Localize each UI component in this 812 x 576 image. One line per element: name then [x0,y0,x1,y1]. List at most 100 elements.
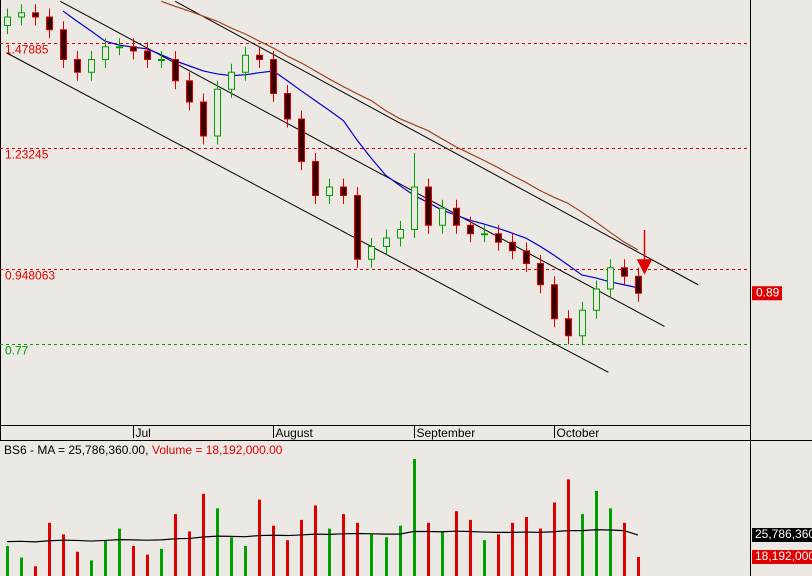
x-tick-label: October [557,426,600,440]
x-tick-label: Jul [136,426,151,440]
volume-bar [370,534,373,576]
volume-bar [104,540,107,576]
candle-body [411,186,418,230]
volume-bar [244,545,247,576]
x-tick-label: September [417,426,476,440]
last-price-box [752,286,782,301]
volume-bar [455,511,458,576]
candle-body [551,284,558,320]
volume-bar [525,517,528,576]
volume-bar [258,499,261,576]
candle-body [523,250,530,264]
volume-ma-legend: BS6 - MA = 25,786,360.00, [4,443,148,457]
candle-body [467,224,474,235]
volume-bar [553,502,556,576]
moving-average [62,10,638,289]
volume-bar [62,534,65,576]
volume-bar [174,514,177,576]
candle-body [509,241,516,252]
volume-bar [118,528,121,576]
trendline [6,52,609,373]
candle-body [439,207,446,226]
moving-average [161,0,639,251]
volume-bar [146,554,149,576]
volume-bar [427,522,430,576]
volume-bar [581,514,584,576]
volume-bar [399,525,402,576]
volume-bar [216,508,219,576]
candle-body [228,71,235,90]
volume-bar [385,537,388,576]
candle-body [270,59,277,94]
level-label: 1.23245 [5,148,49,162]
candle-body [116,46,123,49]
volume-bar [34,566,37,576]
candle-body [397,229,404,239]
candle-body [621,267,628,277]
volume-bar [230,537,233,576]
volume-bar [609,508,612,576]
volume-bar [595,490,598,576]
volume-bar [76,551,79,576]
volume-bar [413,459,416,576]
level-label: 0.948063 [5,269,55,283]
volume-bar [286,540,289,576]
volume-bar [328,528,331,576]
volume-bar [6,545,9,576]
candle-body [284,93,291,120]
volume-bar [483,540,486,576]
volume-bar [469,519,472,576]
volume-bar [511,522,514,576]
trendline [174,0,699,286]
volume-axis-box [752,527,812,542]
candle-body [579,309,586,337]
volume-bar [188,531,191,576]
candle-body [144,50,151,60]
volume-axis-box [752,549,812,564]
volume-bar [539,528,542,576]
candle-body [298,118,305,162]
candle-body [537,263,544,286]
volume-bar [48,522,51,576]
candle-body [172,59,179,82]
candle-body [18,12,25,18]
candle-body [312,161,319,196]
volume-bar [202,493,205,576]
candle-body [214,88,221,137]
x-tick-label: August [276,426,314,440]
candle-body [495,233,502,243]
volume-bar [20,557,23,576]
candle-body [74,59,81,73]
candle-body [453,207,460,226]
price-pane: 1.47885 1.23245 0.948063 0.77 [0,0,750,373]
volume-bar [314,505,317,576]
candle-body [102,46,109,60]
candle-body [200,101,207,137]
last-price-label: 0.89 [756,285,780,299]
volume-bar [300,519,303,576]
volume-legend: Volume = 18,192,000.00 [152,443,283,457]
candle-body [32,12,39,18]
candle-body [46,16,53,31]
volume-bar [567,479,570,576]
candle-body [340,186,347,196]
volume-bar [90,560,93,576]
candle-body [481,233,488,236]
candle-body [4,16,11,26]
candle-body [425,186,432,226]
candle-body [383,237,390,247]
volume-bar [497,534,500,576]
candle-body [60,29,67,60]
volume-ma [6,529,639,543]
candle-body [88,59,95,73]
candle-body [635,275,642,294]
volume-bar [272,525,275,576]
candle-body [354,195,361,260]
trendline [60,0,665,327]
candle-body [368,246,375,260]
candle-body [186,80,193,103]
volume-bar [132,545,135,576]
